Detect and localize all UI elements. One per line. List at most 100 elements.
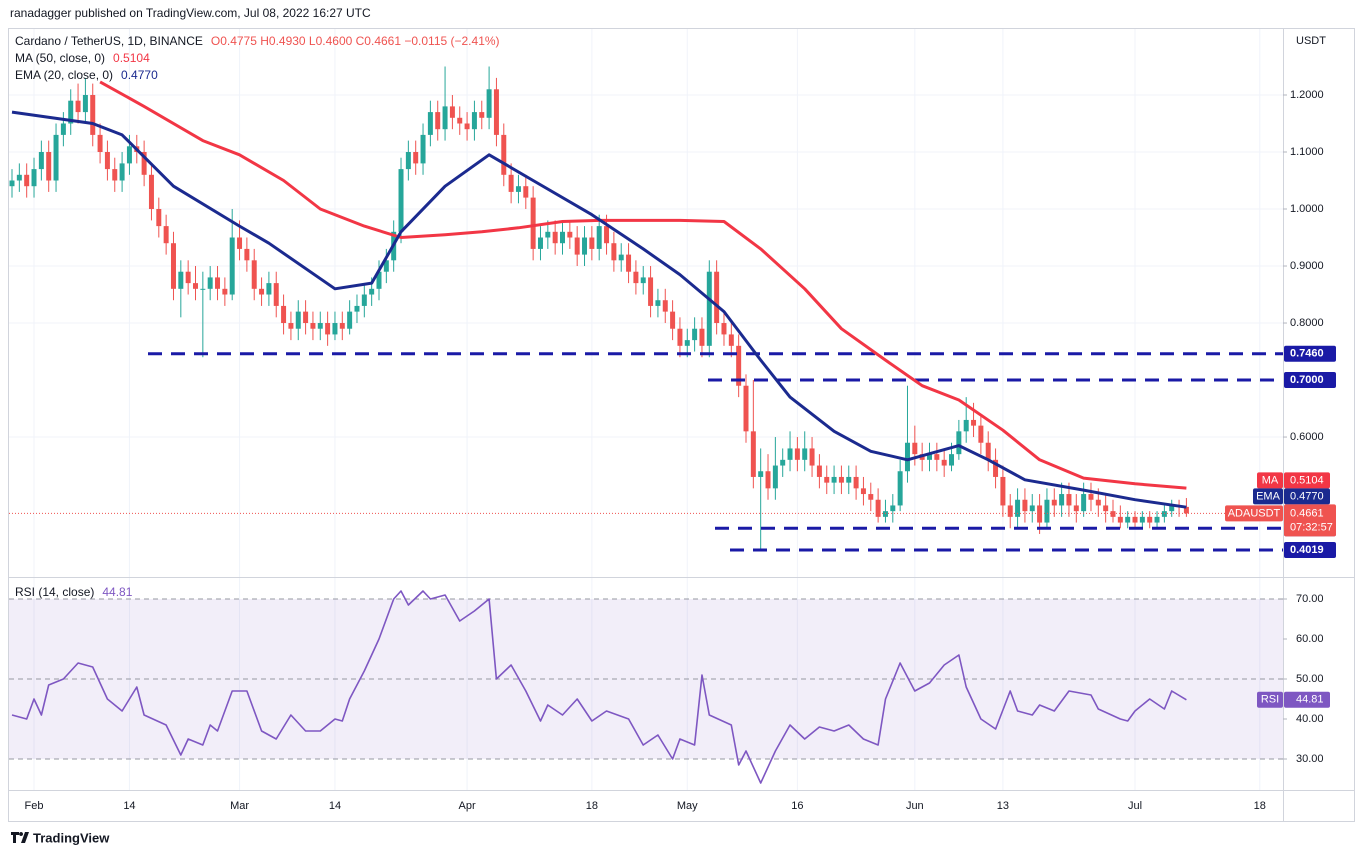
candle-body (574, 237, 580, 255)
candle-body (281, 305, 287, 324)
candle-body (978, 425, 984, 443)
candle-body (699, 328, 705, 346)
name-tag (1257, 472, 1283, 489)
candle-body (508, 174, 514, 192)
rsi-line (11, 590, 1187, 784)
candle-body (332, 323, 338, 335)
candle-body (266, 283, 272, 295)
candle-body (420, 134, 426, 164)
name-tag (1257, 691, 1283, 708)
indicator-line (99, 80, 1187, 490)
candle-body (1073, 505, 1079, 512)
candle-body (354, 305, 360, 312)
level-tag (1284, 345, 1336, 362)
candle-body (1059, 494, 1065, 506)
candle-body (1022, 499, 1028, 512)
candle-body (1139, 516, 1145, 523)
candle-body (398, 169, 404, 232)
candle-body (868, 494, 874, 500)
candle-body (794, 448, 800, 460)
candle-body (1044, 499, 1050, 523)
candle-body (156, 209, 162, 227)
candle-body (237, 237, 243, 249)
rsi-pane (9, 578, 1283, 790)
candle-body (1066, 494, 1072, 506)
value-tag (1284, 488, 1330, 505)
candle-body (9, 180, 15, 187)
value-tag (1284, 472, 1330, 489)
name-tag-label: ADAUSDT (1228, 507, 1281, 519)
candle-body (119, 163, 125, 181)
y-tick-label: 1.1000 (1290, 146, 1324, 158)
candle-body (1125, 516, 1131, 523)
candle-body (934, 454, 940, 460)
candle-body (1088, 494, 1094, 500)
candle-body (288, 323, 294, 329)
candle-body (251, 260, 257, 289)
candle-body (178, 271, 184, 289)
x-tick-label: Feb (25, 800, 44, 812)
candle-body (706, 271, 712, 346)
candle-body (141, 151, 147, 175)
candle-body (956, 431, 962, 455)
candle-body (860, 488, 866, 495)
legend-name: MA (50, close, 0) (15, 51, 105, 65)
candle-body (750, 431, 756, 477)
candle-body (816, 465, 822, 477)
x-tick-label: Mar (230, 800, 249, 812)
x-tick-label: Apr (459, 800, 476, 812)
candle-body (303, 311, 309, 324)
candle-body (728, 334, 734, 346)
candle-body (677, 328, 683, 346)
y-tick-label: 70.00 (1296, 593, 1324, 605)
x-tick-label: May (677, 800, 698, 812)
candle-body (985, 442, 991, 460)
x-tick-label: Jul (1128, 800, 1142, 812)
candle-body (317, 323, 323, 329)
candle-body (222, 288, 228, 295)
candle-body (648, 277, 654, 306)
legend-value: 0.5104 (113, 51, 150, 65)
x-tick-label: 13 (997, 800, 1009, 812)
value-tag (1284, 504, 1336, 537)
footer-brand: TradingView (33, 830, 110, 845)
candle-body (904, 442, 910, 472)
chart-frame (8, 28, 1355, 822)
candle-body (692, 328, 698, 341)
candle-body (1161, 511, 1167, 517)
candle-body (1051, 499, 1057, 506)
y-tick-label: 30.00 (1296, 753, 1324, 765)
candle-body (589, 237, 595, 249)
candle-body (971, 419, 977, 426)
candle-body (405, 151, 411, 170)
rsi-band (9, 599, 1283, 759)
level-tag (1284, 372, 1336, 389)
candle-body (838, 476, 844, 483)
candle-body (435, 112, 441, 130)
candle-body (890, 505, 896, 512)
legend-name: RSI (14, close) (15, 585, 94, 599)
candle-body (1095, 499, 1101, 506)
y-tick-label: 0.8000 (1290, 317, 1324, 329)
candle-body (853, 476, 859, 489)
candle-body (684, 340, 690, 346)
legend-value: 44.81 (102, 585, 132, 599)
candle-body (912, 442, 918, 455)
candle-body (1029, 505, 1035, 512)
x-tick-label: 14 (123, 800, 135, 812)
candle-body (736, 345, 742, 386)
name-tag-label: RSI (1261, 694, 1279, 706)
level-tag (1284, 541, 1336, 558)
candle-body (90, 94, 96, 135)
candle-body (112, 169, 118, 181)
candle-body (383, 260, 389, 272)
candle-body (882, 511, 888, 517)
candle-body (1147, 516, 1153, 523)
candle-body (640, 277, 646, 284)
level-label: 0.7460 (1290, 348, 1324, 360)
candle-body (148, 174, 154, 210)
y-tick-label: 0.6000 (1290, 431, 1324, 443)
candle-body (758, 471, 764, 477)
y-tick-label: 1.0000 (1290, 203, 1324, 215)
